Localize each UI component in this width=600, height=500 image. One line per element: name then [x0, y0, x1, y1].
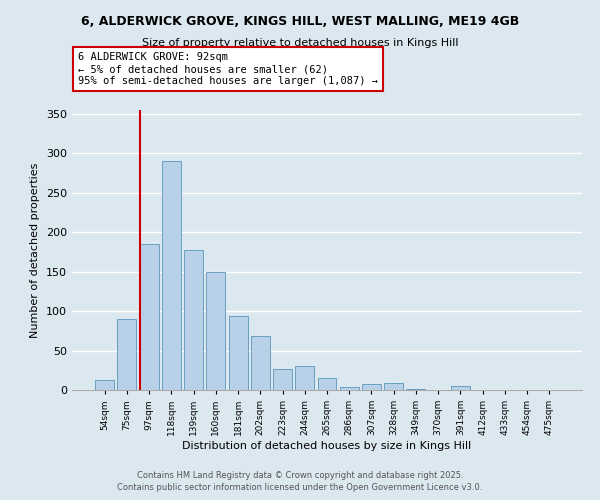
Bar [340, 387, 359, 390]
Bar [273, 368, 292, 390]
Bar [140, 244, 158, 390]
X-axis label: Distribution of detached houses by size in Kings Hill: Distribution of detached houses by size … [182, 441, 472, 451]
Bar [229, 316, 248, 390]
Bar [362, 384, 381, 390]
Text: 6, ALDERWICK GROVE, KINGS HILL, WEST MALLING, ME19 4GB: 6, ALDERWICK GROVE, KINGS HILL, WEST MAL… [81, 15, 519, 28]
Y-axis label: Number of detached properties: Number of detached properties [31, 162, 40, 338]
Bar [184, 250, 203, 390]
Bar [384, 383, 403, 390]
Text: Contains HM Land Registry data © Crown copyright and database right 2025.: Contains HM Land Registry data © Crown c… [137, 471, 463, 480]
Text: Contains public sector information licensed under the Open Government Licence v3: Contains public sector information licen… [118, 484, 482, 492]
Bar [162, 162, 181, 390]
Text: Size of property relative to detached houses in Kings Hill: Size of property relative to detached ho… [142, 38, 458, 48]
Bar [206, 272, 225, 390]
Bar [317, 378, 337, 390]
Bar [95, 380, 114, 390]
Bar [451, 386, 470, 390]
Text: 6 ALDERWICK GROVE: 92sqm
← 5% of detached houses are smaller (62)
95% of semi-de: 6 ALDERWICK GROVE: 92sqm ← 5% of detache… [78, 52, 378, 86]
Bar [406, 389, 425, 390]
Bar [118, 319, 136, 390]
Bar [295, 366, 314, 390]
Bar [251, 336, 270, 390]
